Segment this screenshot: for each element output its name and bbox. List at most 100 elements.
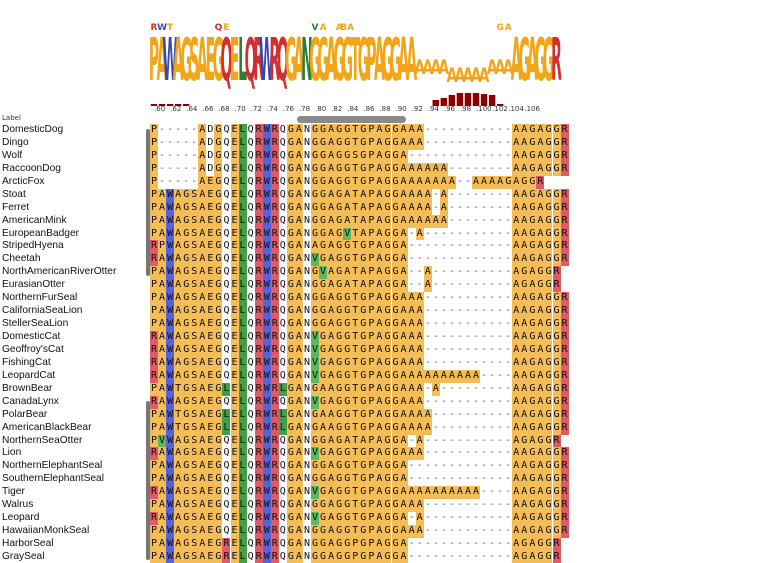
residue-cell: G: [286, 486, 295, 500]
residue-cell: G: [383, 292, 392, 306]
residue-cell: G: [286, 525, 295, 538]
residue-cell: G: [311, 421, 320, 435]
residue-cell: -: [455, 305, 464, 319]
residue-cell: A: [294, 473, 303, 487]
residue-cell: G: [520, 434, 529, 448]
sequence-label[interactable]: DomesticDog: [2, 124, 64, 135]
residue-cell: G: [383, 266, 392, 280]
residue-cell: L: [278, 382, 287, 396]
sequence-label[interactable]: NorthernSeaOtter: [2, 434, 83, 446]
residue-cell: A: [431, 175, 440, 189]
horizontal-scrollbar[interactable]: [297, 116, 406, 123]
residue-cell: A: [512, 124, 521, 137]
residue-cell: -: [480, 421, 489, 435]
sequence-label[interactable]: NorthernFurSeal: [2, 292, 78, 304]
residue-cell: -: [455, 550, 464, 563]
sequence-label[interactable]: BrownBear: [2, 382, 53, 394]
residue-cell: A: [520, 408, 529, 422]
residue-cell: R: [560, 201, 569, 215]
sequence-label[interactable]: CaliforniaSeaLion: [2, 305, 83, 317]
residue-cell: -: [504, 201, 513, 215]
residue-cell: A: [439, 486, 448, 500]
residue-cell: G: [391, 395, 400, 409]
sequence-label[interactable]: Ferret: [2, 201, 30, 213]
sequence-label[interactable]: HarborSeal: [2, 538, 54, 549]
residue-cell: G: [311, 292, 320, 306]
residue-cell: G: [544, 538, 553, 551]
residue-cell: L: [238, 331, 247, 344]
residue-cell: A: [512, 525, 521, 538]
sequence-label[interactable]: DomesticCat: [2, 331, 61, 342]
sequence-label[interactable]: PolarBear: [2, 408, 48, 420]
sequence-label[interactable]: RaccoonDog: [2, 162, 61, 174]
sequence-label[interactable]: EuropeanBadger: [2, 227, 80, 239]
sequence-label[interactable]: NorthernElephantSeal: [2, 460, 103, 472]
residue-cell: A: [407, 201, 416, 215]
residue-cell: P: [150, 188, 159, 202]
logo-letter: A: [479, 65, 491, 88]
residue-cell: Q: [222, 175, 231, 189]
sequence-label[interactable]: AmericanBlackBear: [2, 421, 92, 433]
residue-cell: P: [367, 240, 376, 254]
residue-cell: S: [190, 473, 199, 487]
residue-cell: A: [375, 486, 384, 500]
sequence-label[interactable]: AmericanMink: [2, 214, 67, 226]
residue-cell: A: [415, 421, 424, 435]
residue-cell: S: [190, 318, 199, 331]
residue-cell: -: [447, 434, 456, 448]
residue-cell: A: [158, 525, 167, 538]
residue-cell: Q: [222, 512, 231, 526]
sequence-label[interactable]: StripedHyena: [2, 240, 64, 252]
residue-cell: R: [254, 240, 263, 254]
residue-cell: G: [383, 408, 392, 422]
logo-letter: Q: [245, 26, 257, 92]
residue-cell: G: [214, 149, 223, 163]
residue-cell: R: [560, 421, 569, 435]
sequence-label[interactable]: HawaiianMonkSeal: [2, 525, 90, 537]
residue-cell: V: [311, 486, 320, 500]
sequence-label[interactable]: Lion: [2, 447, 22, 459]
residue-cell: G: [544, 525, 553, 538]
sequence-label[interactable]: ArcticFox: [2, 175, 45, 187]
sequence-label[interactable]: NorthAmericanRiverOtter: [2, 266, 117, 278]
residue-cell: W: [166, 525, 175, 538]
sequence-label[interactable]: GraySeal: [2, 550, 45, 562]
label-column-header: Label: [2, 114, 21, 122]
residue-cell: G: [528, 343, 537, 357]
residue-cell: G: [311, 266, 320, 280]
residue-cell: -: [496, 188, 505, 202]
sequence-label[interactable]: LeopardCat: [2, 369, 56, 381]
residue-cell: A: [520, 253, 529, 267]
sequence-label[interactable]: CanadaLynx: [2, 395, 59, 407]
residue-cell: P: [150, 266, 159, 280]
sequence-label[interactable]: Stoat: [2, 188, 26, 200]
sequence-label[interactable]: FishingCat: [2, 356, 51, 368]
residue-cell: -: [463, 266, 472, 280]
residue-cell: G: [182, 201, 191, 215]
sequence-label[interactable]: Walrus: [2, 499, 34, 511]
sequence-label[interactable]: Leopard: [2, 512, 40, 524]
residue-cell: T: [351, 240, 360, 254]
residue-cell: L: [238, 408, 247, 422]
residue-cell: A: [375, 214, 384, 228]
sequence-label[interactable]: Wolf: [2, 149, 23, 161]
residue-cell: R: [150, 447, 159, 461]
sequence-label[interactable]: Geoffroy'sCat: [2, 343, 64, 355]
residue-cell: A: [512, 369, 521, 383]
ruler-tick-label: .100: [476, 105, 492, 113]
sequence-label[interactable]: StellerSeaLion: [2, 318, 69, 330]
residue-cell: -: [472, 253, 481, 267]
residue-cell: G: [182, 434, 191, 448]
residue-cell: -: [423, 447, 432, 461]
residue-cell: G: [286, 227, 295, 241]
sequence-label[interactable]: SouthernElephantSeal: [2, 473, 104, 485]
residue-cell: -: [455, 240, 464, 254]
sequence-label[interactable]: Dingo: [2, 136, 29, 148]
sequence-label[interactable]: Tiger: [2, 486, 25, 498]
residue-cell: G: [391, 331, 400, 344]
residue-cell: L: [238, 512, 247, 526]
residue-cell: T: [351, 292, 360, 306]
residue-cell: -: [158, 149, 167, 163]
sequence-label[interactable]: Cheetah: [2, 253, 41, 265]
sequence-label[interactable]: EurasianOtter: [2, 279, 65, 291]
